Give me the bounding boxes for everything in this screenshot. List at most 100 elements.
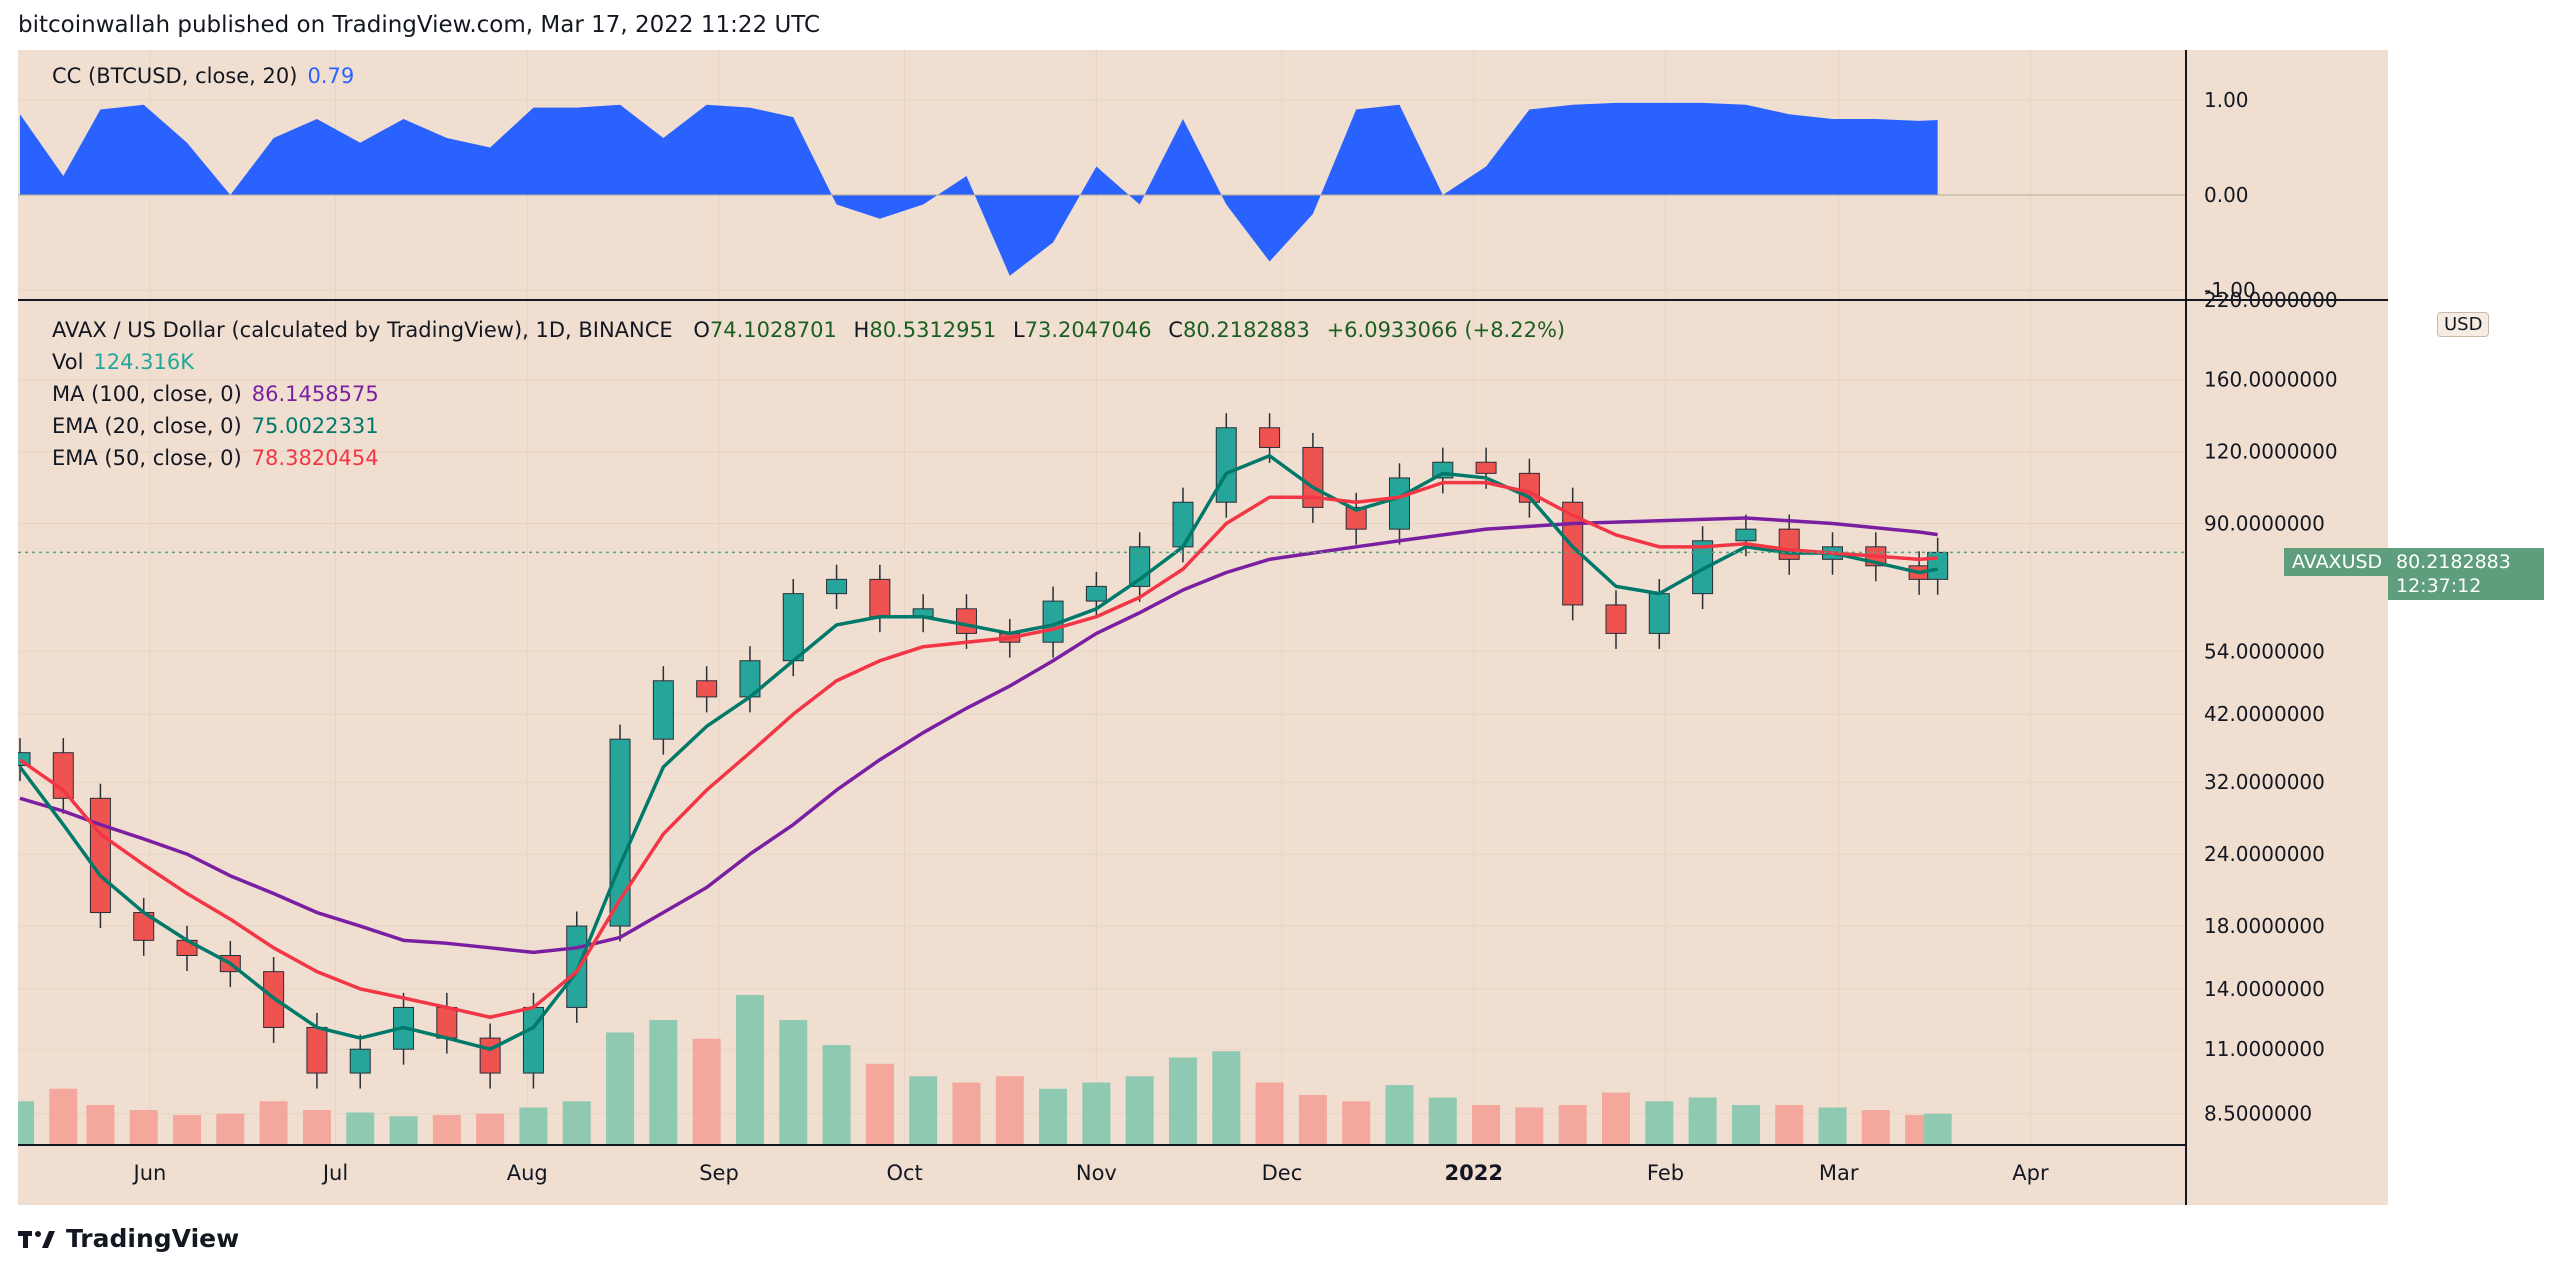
ohlc-h-label: H [853, 318, 870, 342]
volume-bar [952, 1082, 981, 1145]
volume-bar [129, 1110, 158, 1145]
ohlc-change: +6.0933066 (+8.22%) [1326, 318, 1566, 342]
cc-axis-label: -1.00 [2204, 278, 2256, 302]
volume-bar [822, 1045, 851, 1145]
ma100-legend[interactable]: MA (100, close, 0) 86.1458575 [52, 382, 379, 406]
chart-canvas[interactable]: Jun Jul Aug Sep Oct Nov Dec 2022 Feb Mar Apr 1.00 0.… [18, 50, 2388, 1205]
volume-bar [1168, 1057, 1197, 1145]
currency-chip[interactable]: USD [2437, 312, 2490, 337]
ohlc-c-label: C [1168, 318, 1183, 342]
ema50-legend-label: EMA (50, close, 0) [52, 446, 242, 470]
chart-area[interactable]: Jun Jul Aug Sep Oct Nov Dec 2022 Feb Mar Apr 1.00 0.… [18, 50, 2388, 1205]
volume-bar [1298, 1095, 1327, 1145]
candle-body [1648, 593, 1670, 634]
volume-bar [606, 1032, 635, 1145]
volume-bar [865, 1063, 894, 1145]
time-tick-label: Feb [1647, 1161, 1684, 1185]
volume-bar [1125, 1076, 1154, 1145]
candle-body [436, 1006, 458, 1039]
candle-body [1259, 427, 1281, 448]
volume-bar [1515, 1107, 1544, 1145]
symbol-title: AVAX / US Dollar (calculated by TradingV… [52, 318, 673, 342]
price-axis-label: 8.5000000 [2204, 1102, 2312, 1126]
volume-bar [1923, 1113, 1952, 1145]
time-tick-label: Jul [321, 1161, 348, 1185]
published-caption: bitcoinwallah published on TradingView.c… [18, 12, 821, 38]
cc-area [20, 102, 1938, 276]
price-axis-label: 18.0000000 [2204, 914, 2325, 938]
time-tick-label: Dec [1262, 1161, 1303, 1185]
ema20-legend[interactable]: EMA (20, close, 0) 75.0022331 [52, 414, 379, 438]
volume-bar [86, 1105, 115, 1145]
candle-body [479, 1037, 501, 1074]
ohlc-l-label: L [1012, 318, 1025, 342]
candle-body [1085, 585, 1107, 602]
cc-legend[interactable]: CC (BTCUSD, close, 20) 0.79 [52, 64, 354, 88]
volume-bar [1731, 1105, 1760, 1145]
ma100-line [19, 516, 1938, 955]
symbol-legend[interactable]: AVAX / US Dollar (calculated by TradingV… [52, 318, 1565, 342]
volume-bar [1645, 1101, 1674, 1145]
volume-bars [18, 995, 1952, 1145]
price-axis-label: 11.0000000 [2204, 1037, 2325, 1061]
ohlc-high: 80.5312951 [869, 318, 997, 342]
time-tick-label: Sep [699, 1161, 739, 1185]
volume-bar [1688, 1097, 1717, 1145]
candle-body [1927, 551, 1949, 580]
vol-legend-label: Vol [52, 350, 84, 374]
candle-body [1562, 501, 1584, 606]
candle-body [566, 925, 588, 1008]
volume-bar [346, 1112, 375, 1145]
time-tick-label: Nov [1076, 1161, 1117, 1185]
footer-brand[interactable]: TradingView [18, 1224, 239, 1253]
volume-bar [389, 1116, 418, 1145]
candle-body [1215, 427, 1237, 503]
volume-bar [432, 1115, 461, 1145]
cc-legend-label: CC (BTCUSD, close, 20) [52, 64, 298, 88]
volume-bar [995, 1076, 1024, 1145]
candle-body [1345, 506, 1367, 530]
candle-body [782, 593, 804, 662]
time-tick-label: Jun [132, 1161, 167, 1185]
ema50-legend-value: 78.3820454 [251, 446, 379, 470]
volume-bar [1861, 1110, 1890, 1145]
ohlc-open: 74.1028701 [709, 318, 837, 342]
candle-body [1475, 461, 1497, 474]
ma100-legend-value: 86.1458575 [251, 382, 379, 406]
volume-bar [476, 1113, 505, 1145]
candle-body [1735, 528, 1757, 542]
price-axis-label: 120.0000000 [2204, 440, 2338, 464]
candle-body [1388, 477, 1410, 530]
volume-bar [692, 1038, 721, 1145]
candle-body [869, 578, 891, 618]
price-axis-label: 14.0000000 [2204, 977, 2325, 1001]
volume-bar [1602, 1092, 1630, 1145]
symbol-tag: AVAXUSD [2284, 548, 2391, 576]
volume-bar [1818, 1107, 1847, 1145]
volume-bar [1082, 1082, 1111, 1145]
vol-legend-value: 124.316K [93, 350, 195, 374]
volume-bar [302, 1110, 331, 1145]
candle-body [1172, 501, 1194, 548]
candle-body [955, 608, 977, 634]
volume-bar [1428, 1097, 1457, 1145]
cc-axis-label: 0.00 [2204, 183, 2249, 207]
volume-bar [1212, 1051, 1241, 1145]
volume-bar [519, 1107, 548, 1145]
volume-bar [1558, 1105, 1587, 1145]
volume-bar [735, 995, 764, 1145]
footer-brand-name: TradingView [66, 1224, 240, 1253]
price-axis-label: 42.0000000 [2204, 702, 2325, 726]
price-axis-label: 54.0000000 [2204, 639, 2325, 663]
volume-bar [49, 1088, 78, 1145]
volume-bar [909, 1076, 938, 1145]
cc-legend-value: 0.79 [307, 64, 355, 88]
vol-legend[interactable]: Vol 124.316K [52, 350, 194, 374]
ema50-legend[interactable]: EMA (50, close, 0) 78.3820454 [52, 446, 379, 470]
volume-bar [1255, 1082, 1284, 1145]
axes: Jun Jul Aug Sep Oct Nov Dec 2022 Feb Mar Apr 1.00 0.… [18, 50, 2388, 1205]
volume-bar [1039, 1088, 1068, 1145]
volume-bar [173, 1115, 202, 1145]
time-tick-label: Apr [2012, 1161, 2049, 1185]
candle-body [652, 680, 674, 740]
